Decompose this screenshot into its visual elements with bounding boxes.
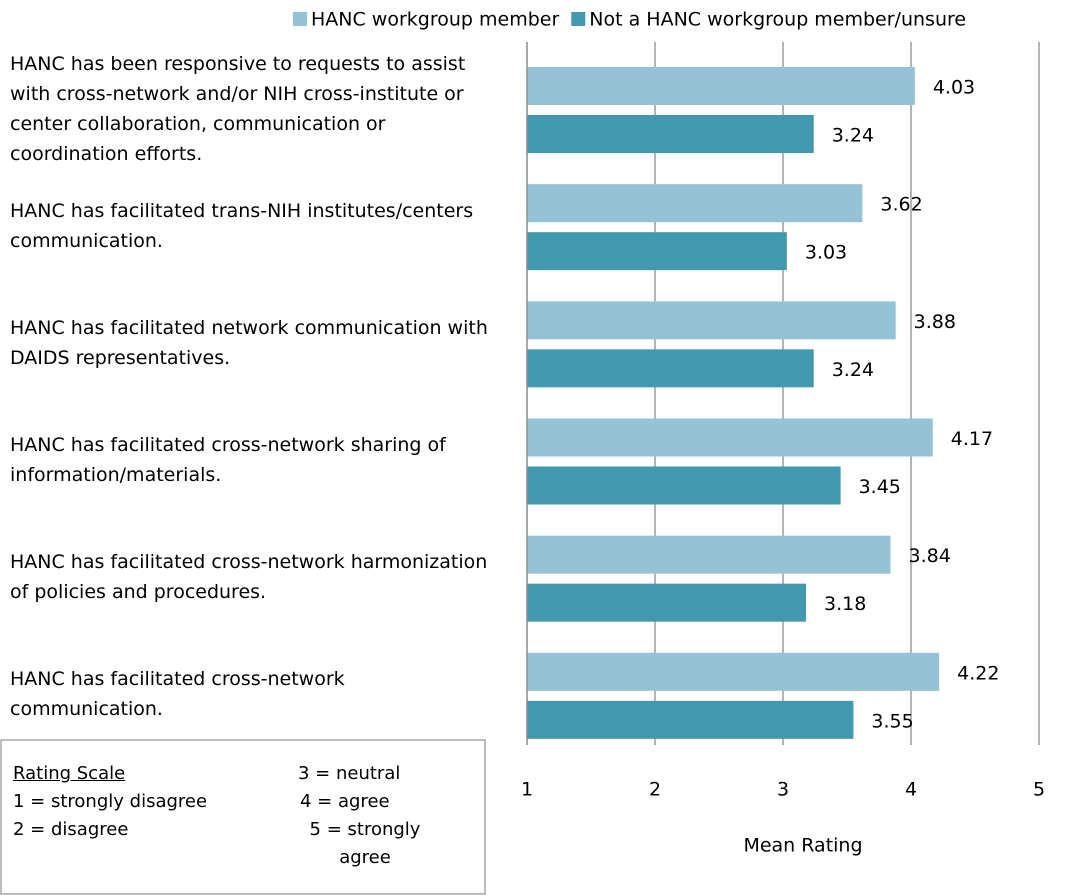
x-tick-label: 2 <box>649 779 661 801</box>
bar <box>527 301 896 340</box>
category-label: HANC has been responsive to requests to … <box>10 52 466 165</box>
bar <box>527 652 940 691</box>
bar <box>527 583 807 622</box>
value-label: 3.03 <box>805 242 847 264</box>
bar <box>527 466 841 505</box>
x-tick-label: 4 <box>905 779 917 801</box>
rating-scale-box <box>0 739 486 895</box>
value-label: 3.45 <box>859 476 901 498</box>
rating-scale-item: 2 = disagree <box>13 819 129 840</box>
category-label: HANC has facilitated trans-NIH institute… <box>10 199 474 252</box>
rating-scale-item: 3 = neutral <box>298 763 401 784</box>
value-label: 3.62 <box>880 194 922 216</box>
bar <box>527 700 854 739</box>
value-label: 3.24 <box>832 359 874 381</box>
value-label: 4.17 <box>951 428 993 450</box>
bar <box>527 232 787 271</box>
bar <box>527 115 814 153</box>
legend-label: HANC workgroup member <box>311 9 559 31</box>
category-label: HANC has facilitated network communicati… <box>10 316 488 369</box>
bar <box>527 418 933 457</box>
category-label: HANC has facilitated cross-network shari… <box>10 434 446 487</box>
value-label: 3.88 <box>914 311 956 333</box>
category-label: HANC has facilitated cross-network commu… <box>10 668 345 721</box>
x-tick-label: 5 <box>1033 779 1045 801</box>
x-tick-label: 1 <box>521 779 533 801</box>
bar <box>527 67 915 105</box>
rating-scale-item: 1 = strongly disagree <box>13 791 208 812</box>
bar <box>527 535 891 574</box>
value-label: 4.22 <box>957 662 999 684</box>
legend-label: Not a HANC workgroup member/unsure <box>589 9 966 31</box>
x-axis-label: Mean Rating <box>743 835 862 857</box>
value-label: 4.03 <box>933 77 975 99</box>
bar <box>527 349 814 388</box>
rating-scale-item: 5 = strongly agree <box>309 819 421 868</box>
legend-swatch <box>571 12 586 26</box>
value-label: 3.18 <box>824 593 866 615</box>
legend-swatch <box>293 12 307 26</box>
bar <box>527 184 863 223</box>
value-label: 3.24 <box>832 125 874 147</box>
rating-scale-item: 4 = agree <box>300 791 390 812</box>
category-label: HANC has facilitated cross-network harmo… <box>10 551 488 604</box>
rating-scale-title: Rating Scale <box>13 763 126 784</box>
x-tick-label: 3 <box>777 779 789 801</box>
value-label: 3.55 <box>871 710 913 732</box>
value-label: 3.84 <box>909 545 951 567</box>
